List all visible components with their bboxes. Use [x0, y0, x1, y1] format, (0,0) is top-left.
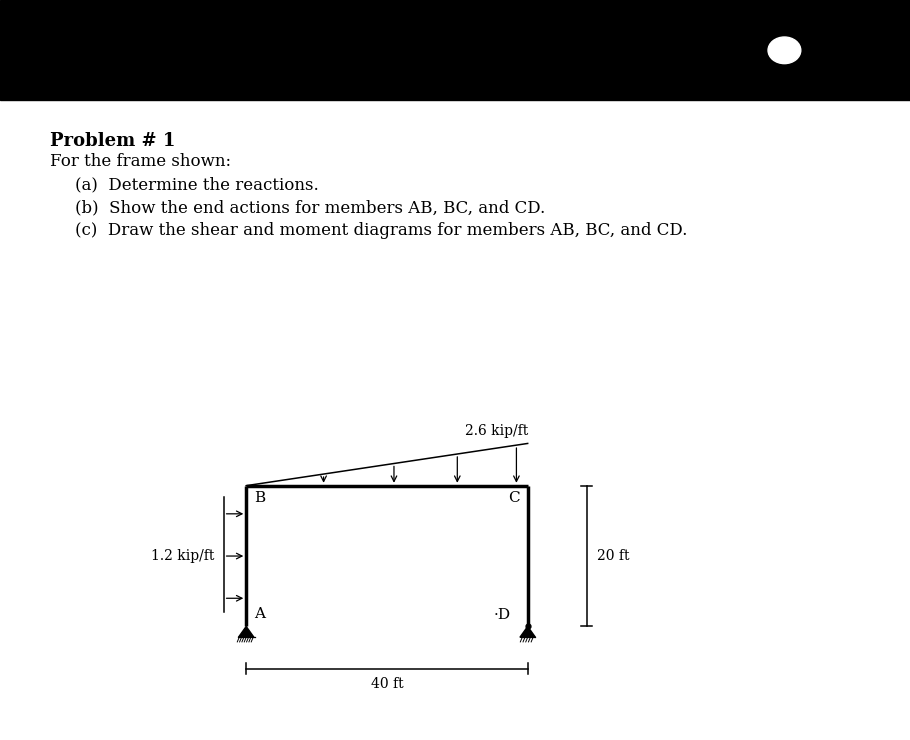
Text: ·D: ·D: [493, 608, 511, 622]
Polygon shape: [238, 627, 254, 637]
Text: C: C: [509, 491, 520, 505]
Text: (b)  Show the end actions for members AB, BC, and CD.: (b) Show the end actions for members AB,…: [75, 199, 545, 216]
Text: 40 ft: 40 ft: [370, 677, 403, 691]
Text: 20 ft: 20 ft: [597, 549, 629, 563]
Text: 2.6 kip/ft: 2.6 kip/ft: [465, 424, 529, 438]
Text: Problem # 1: Problem # 1: [50, 132, 176, 149]
Text: (a)  Determine the reactions.: (a) Determine the reactions.: [75, 176, 318, 193]
Text: For the frame shown:: For the frame shown:: [50, 153, 231, 170]
Text: 1.2 kip/ft: 1.2 kip/ft: [151, 549, 215, 563]
Text: A: A: [254, 608, 265, 622]
Text: (c)  Draw the shear and moment diagrams for members AB, BC, and CD.: (c) Draw the shear and moment diagrams f…: [75, 222, 687, 239]
Text: B: B: [254, 491, 265, 505]
Polygon shape: [520, 627, 535, 637]
